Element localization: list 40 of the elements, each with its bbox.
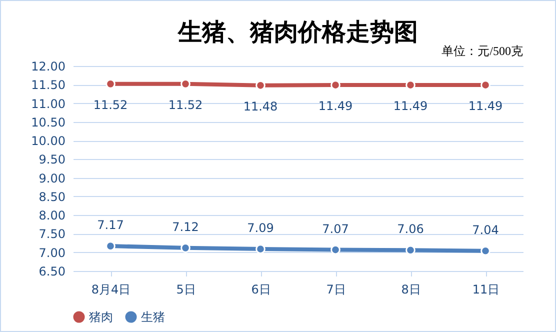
y-tick-label: 12.00: [31, 60, 66, 74]
point: [480, 80, 490, 90]
text: 单位：元/500克: [442, 44, 523, 58]
y-tick-label: 11.50: [31, 78, 66, 92]
data-label: 7.04: [472, 222, 499, 237]
data-label: 11.52: [93, 98, 128, 112]
x-tick-label: 8日: [401, 282, 421, 296]
y-tick-label: 8.50: [38, 190, 66, 204]
y-tick-label: 7.50: [38, 227, 66, 242]
data-label: 11.49: [468, 99, 503, 114]
y-tick-label: 9.00: [38, 171, 66, 186]
data-label: 7.07: [322, 222, 349, 236]
data-label: 11.52: [168, 98, 203, 112]
y-tick-label: 6.50: [38, 264, 66, 278]
data-label: 7.09: [247, 221, 274, 236]
y-tick-label: 11.00: [31, 96, 66, 111]
legend-label: 猪肉: [89, 310, 113, 324]
y-tick-label: 8.00: [38, 208, 66, 223]
data-label: 7.06: [397, 222, 424, 236]
x-tick-label: 11日: [472, 282, 500, 296]
x-tick-label: 6日: [251, 282, 271, 296]
point: [406, 80, 416, 90]
data-label: 7.12: [172, 220, 199, 234]
y-tick-label: 9.50: [38, 152, 66, 167]
y-tick-label: 7.00: [38, 246, 66, 260]
point: [106, 241, 116, 251]
y-tick-label: 10.50: [31, 115, 66, 130]
data-label: 11.49: [318, 99, 353, 114]
point: [330, 244, 340, 255]
data-label: 11.49: [393, 99, 428, 114]
legend-label: 生猪: [141, 310, 165, 324]
y-tick-label: 10.00: [31, 134, 66, 148]
point: [330, 80, 340, 90]
x-tick-label: 8月4日: [91, 282, 131, 296]
chart-title: 生猪、猪肉价格走势图: [177, 19, 418, 46]
data-label: 11.48: [243, 99, 278, 114]
x-tick-label: 5日: [176, 282, 196, 296]
x-tick-label: 7日: [326, 282, 346, 296]
point: [256, 244, 266, 254]
data-label: 7.17: [97, 218, 124, 232]
